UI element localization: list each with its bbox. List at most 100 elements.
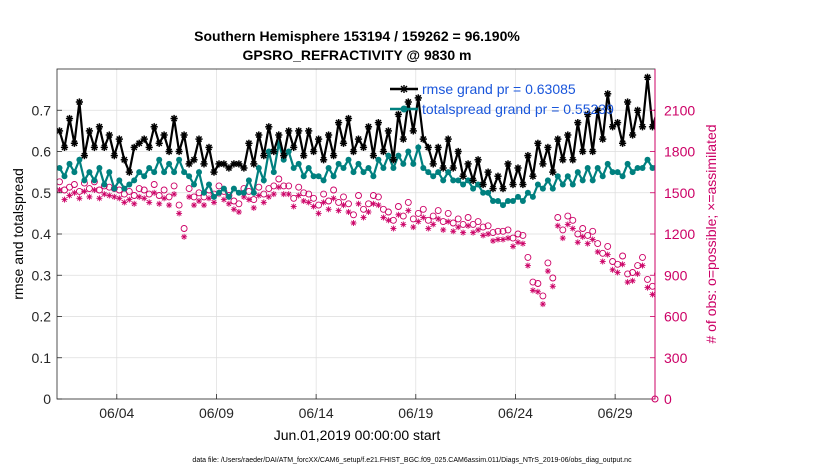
possible-point	[474, 218, 482, 226]
rmse-point	[145, 143, 153, 151]
possible-point	[175, 201, 183, 209]
totalspread-point	[315, 173, 322, 180]
totalspread-point	[310, 173, 317, 180]
rmse-point	[80, 152, 89, 160]
possible-point	[185, 185, 193, 193]
rmse-point	[594, 106, 602, 114]
assimilated-point	[250, 204, 257, 211]
series-rmse	[57, 73, 810, 193]
possible-point	[624, 270, 632, 278]
totalspread-point	[300, 173, 307, 180]
totalspread-point	[500, 202, 506, 209]
possible-point	[660, 259, 666, 265]
totalspread-point	[719, 153, 725, 159]
possible-point	[155, 192, 163, 199]
y2-tick-label: 600	[664, 309, 688, 325]
assimilated-point	[604, 251, 611, 258]
possible-point	[744, 215, 750, 221]
legend-spread-marker	[400, 105, 408, 113]
possible-point	[464, 214, 472, 221]
rmse-point	[803, 140, 810, 147]
rmse-point	[150, 123, 158, 131]
rmse-point	[579, 147, 587, 156]
totalspread-point	[420, 165, 427, 171]
chart-subtitle: GPSRO_REFRACTIVITY @ 9830 m	[243, 47, 472, 63]
totalspread-point	[141, 173, 148, 180]
assimilated-point	[285, 191, 292, 198]
totalspread-point	[450, 177, 457, 184]
rmse-point	[798, 148, 805, 155]
totalspread-point	[569, 181, 576, 188]
assimilated-point	[450, 228, 457, 235]
assimilated-point	[76, 195, 83, 202]
assimilated-point	[524, 262, 531, 269]
rmse-point	[554, 135, 562, 143]
totalspread-point	[106, 169, 113, 176]
totalspread-point	[181, 169, 188, 176]
assimilated-point	[435, 215, 442, 222]
possible-point	[694, 250, 700, 256]
totalspread-point	[216, 189, 222, 196]
assimilated-point	[57, 187, 63, 193]
possible-point	[215, 182, 223, 190]
totalspread-point	[161, 169, 168, 176]
assimilated-point	[475, 226, 482, 233]
assimilated-point	[126, 196, 133, 203]
assimilated-point	[480, 232, 487, 239]
totalspread-point	[739, 157, 745, 163]
totalspread-point	[151, 169, 158, 176]
possible-point	[734, 224, 740, 230]
totalspread-point	[475, 181, 482, 188]
assimilated-point	[225, 200, 232, 207]
possible-point	[285, 182, 293, 190]
assimilated-point	[719, 238, 725, 244]
assimilated-point	[485, 231, 492, 237]
possible-point	[57, 178, 63, 186]
assimilated-point	[91, 187, 98, 193]
possible-point	[135, 185, 143, 193]
totalspread-point	[539, 185, 546, 192]
y-tick-label: 0.5	[32, 185, 52, 201]
assimilated-point	[186, 193, 193, 200]
totalspread-point	[814, 149, 820, 155]
rmse-point	[779, 160, 786, 167]
assimilated-point	[310, 203, 317, 210]
rmse-point	[744, 107, 751, 114]
rmse-point	[549, 168, 557, 176]
rmse-point	[295, 127, 303, 135]
assimilated-point	[609, 266, 616, 273]
rmse-point	[165, 147, 173, 156]
assimilated-point	[624, 279, 631, 286]
totalspread-point	[744, 144, 750, 150]
assimilated-point	[206, 195, 212, 202]
rmse-point	[489, 185, 497, 193]
assimilated-point	[539, 301, 546, 308]
rmse-point	[719, 123, 726, 130]
rmse-point	[275, 131, 283, 139]
rmse-point	[618, 139, 627, 147]
assimilated-point	[330, 195, 337, 202]
rmse-point	[369, 152, 377, 160]
totalspread-point	[644, 156, 651, 163]
rmse-point	[315, 135, 323, 143]
assimilated-point	[824, 217, 830, 223]
series-possible	[57, 175, 750, 300]
plot-data	[57, 73, 830, 308]
assimilated-point	[66, 192, 73, 199]
possible-point	[519, 231, 527, 239]
rmse-point	[374, 118, 382, 127]
assimilated-point	[275, 184, 282, 191]
possible-point	[729, 237, 735, 243]
assimilated-point	[764, 219, 770, 225]
possible-point	[454, 215, 462, 223]
rmse-point	[643, 73, 652, 81]
assimilated-point	[146, 199, 153, 206]
rmse-point	[494, 172, 502, 180]
assimilated-point	[460, 229, 467, 236]
rmse-point	[105, 131, 113, 139]
totalspread-point	[490, 198, 496, 204]
totalspread-point	[240, 189, 247, 196]
y2-tick-label: 2100	[664, 102, 695, 118]
totalspread-point	[515, 193, 521, 200]
rmse-point	[534, 139, 542, 147]
